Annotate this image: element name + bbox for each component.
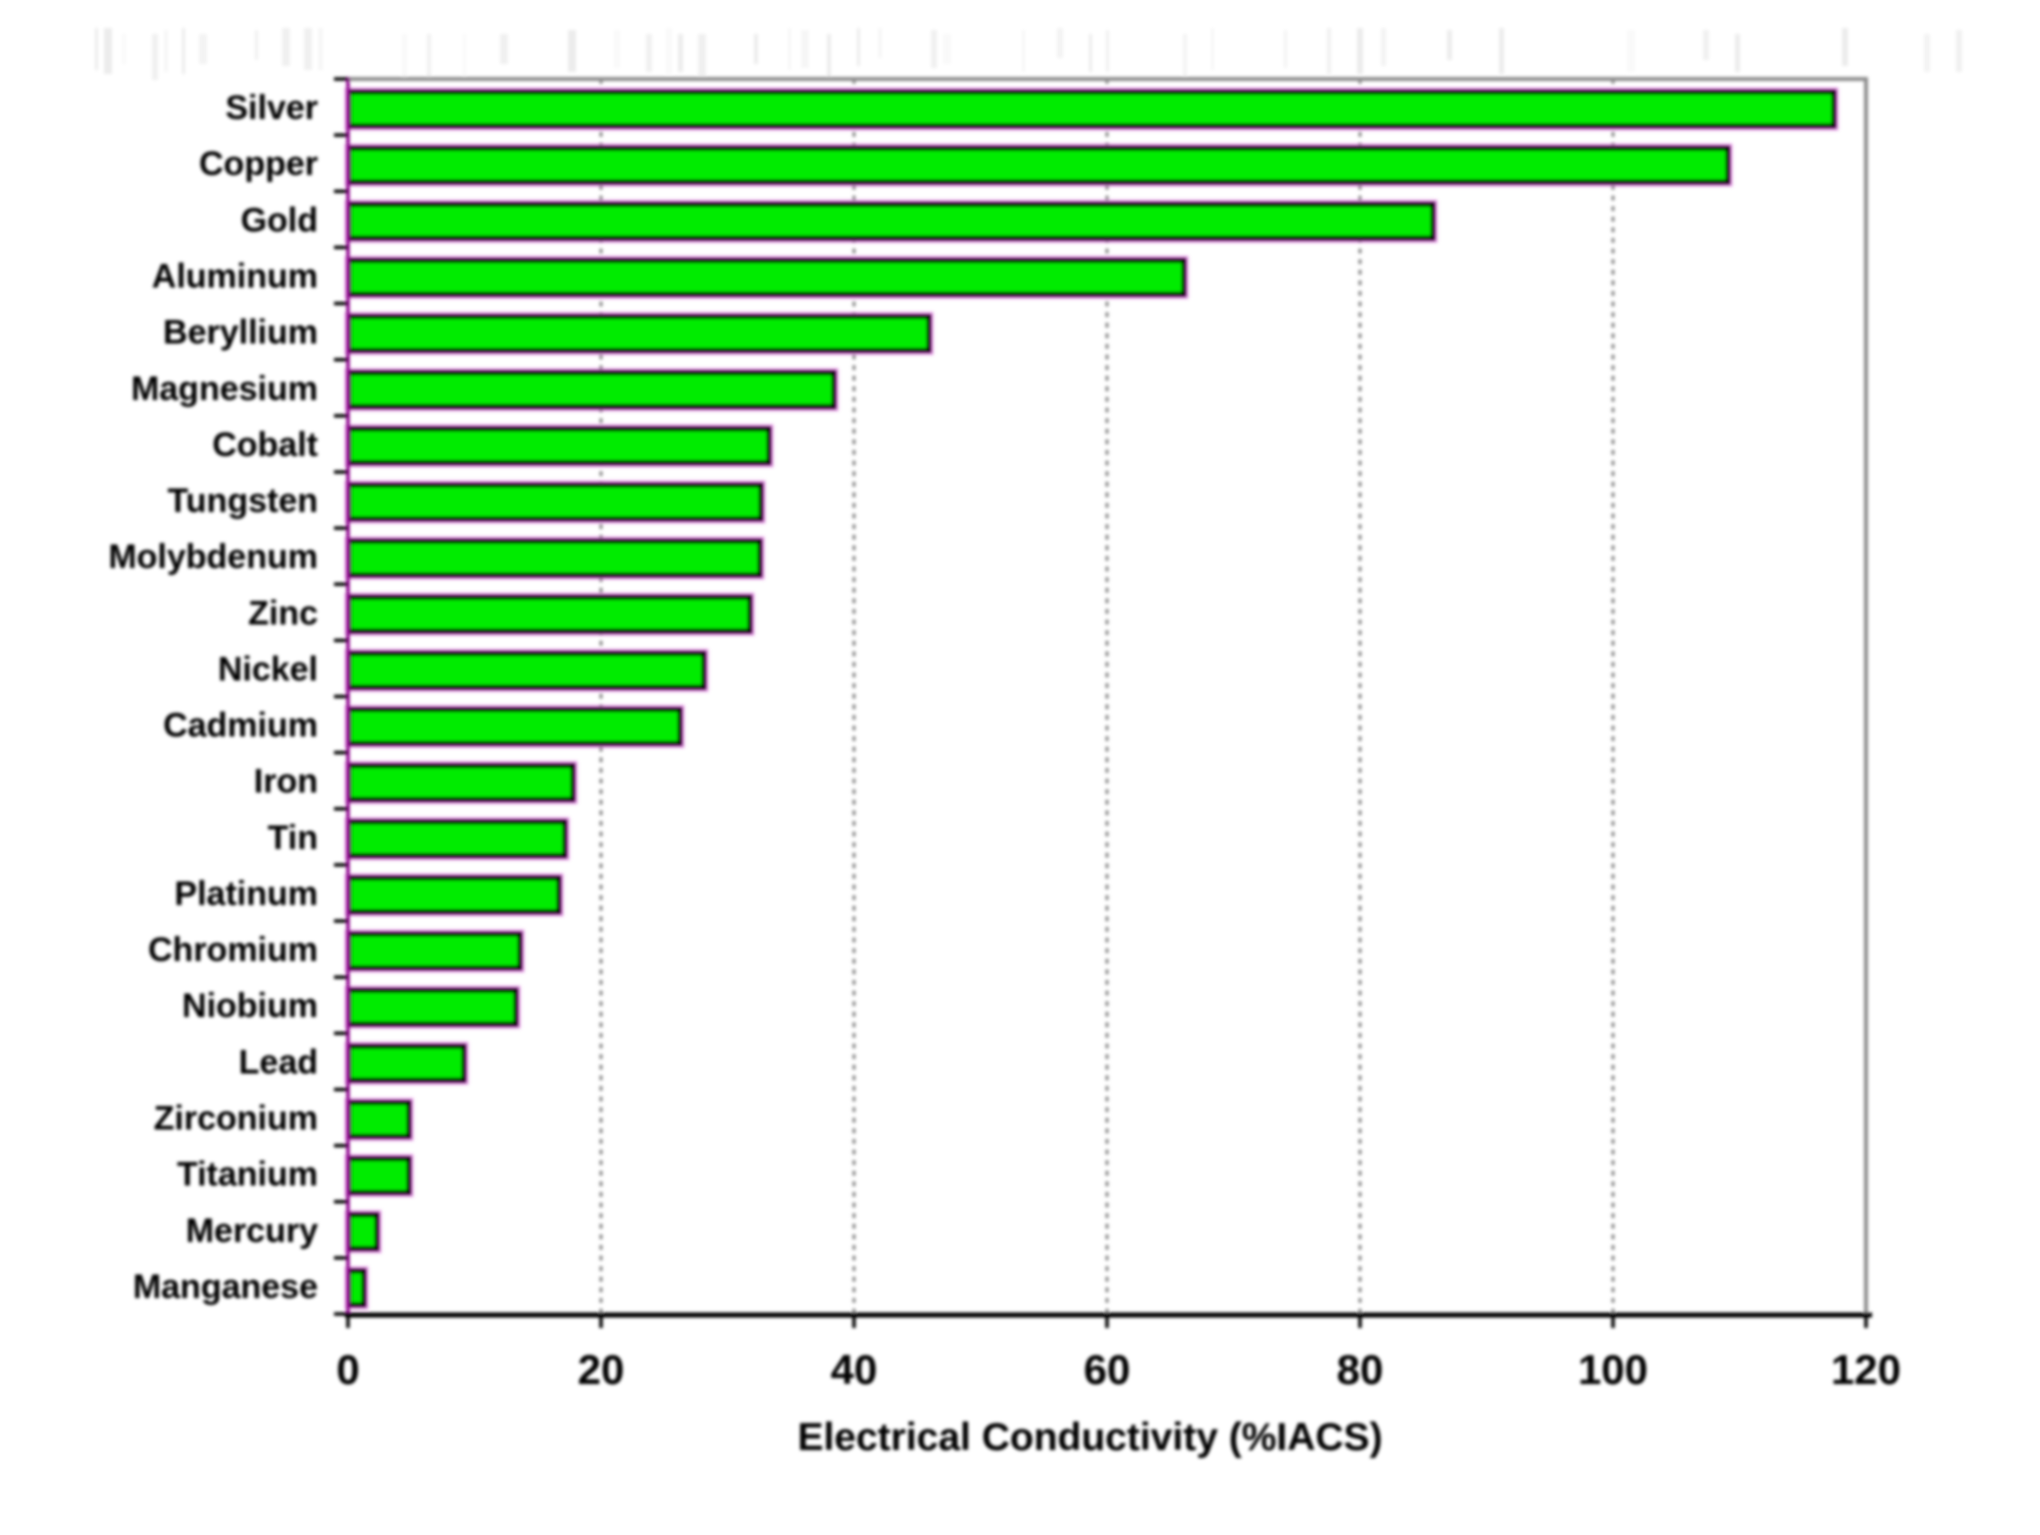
svg-text:Zinc: Zinc <box>248 594 318 632</box>
svg-text:Cadmium: Cadmium <box>163 707 318 745</box>
svg-text:Manganese: Manganese <box>133 1268 318 1306</box>
svg-text:Aluminum: Aluminum <box>152 258 318 296</box>
svg-text:Mercury: Mercury <box>186 1212 318 1250</box>
svg-text:20: 20 <box>578 1346 625 1393</box>
svg-text:Electrical Conductivity (%IACS: Electrical Conductivity (%IACS) <box>797 1416 1382 1459</box>
svg-text:120: 120 <box>1831 1346 1901 1393</box>
svg-text:Tin: Tin <box>268 819 318 857</box>
svg-text:Beryllium: Beryllium <box>163 314 318 352</box>
svg-text:40: 40 <box>831 1346 878 1393</box>
svg-text:100: 100 <box>1578 1346 1648 1393</box>
svg-text:80: 80 <box>1337 1346 1384 1393</box>
svg-text:Gold: Gold <box>241 201 318 239</box>
svg-text:Magnesium: Magnesium <box>131 370 318 408</box>
svg-text:Platinum: Platinum <box>174 875 318 913</box>
svg-text:Tungsten: Tungsten <box>168 482 318 520</box>
svg-text:Zirconium: Zirconium <box>154 1100 318 1138</box>
svg-text:0: 0 <box>336 1346 359 1393</box>
svg-text:Iron: Iron <box>254 763 318 801</box>
svg-text:Molybdenum: Molybdenum <box>108 538 318 576</box>
svg-text:Silver: Silver <box>225 89 318 127</box>
svg-text:60: 60 <box>1084 1346 1131 1393</box>
svg-text:Chromium: Chromium <box>148 931 318 969</box>
svg-text:Lead: Lead <box>239 1043 318 1081</box>
svg-text:Nickel: Nickel <box>218 650 318 688</box>
svg-text:Copper: Copper <box>199 145 318 183</box>
svg-text:Cobalt: Cobalt <box>212 426 318 464</box>
svg-text:Niobium: Niobium <box>182 987 318 1025</box>
svg-text:Titanium: Titanium <box>177 1156 318 1194</box>
